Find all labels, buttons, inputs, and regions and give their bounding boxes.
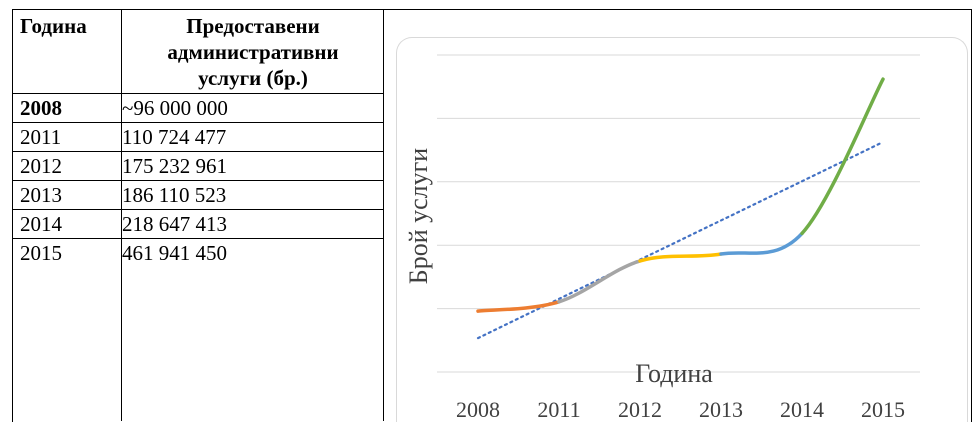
header-services-line: Предоставени	[186, 14, 320, 38]
series-segment	[638, 252, 723, 263]
row-year: 2014	[20, 212, 62, 236]
x-tick-label: 2015	[861, 397, 905, 421]
table-row: 2014 218 647 413	[12, 210, 384, 239]
table-row: 2008 ~96 000 000	[12, 94, 384, 123]
y-axis-title: Брой услуги	[404, 148, 433, 285]
series-segment	[476, 300, 561, 313]
column-separator	[383, 9, 384, 421]
x-tick-label: 2014	[780, 397, 824, 421]
row-value: 175 232 961	[122, 154, 227, 178]
x-axis-title: Година	[635, 359, 713, 388]
header-services-line: административни	[167, 40, 339, 64]
row-value: 110 724 477	[122, 125, 227, 149]
chart-container	[396, 37, 968, 422]
series-segment	[800, 77, 885, 236]
header-services-line: услуги (бр.)	[198, 66, 308, 90]
table-row: 2013 186 110 523	[12, 181, 384, 210]
x-tick-label: 2011	[537, 397, 580, 421]
table-column-divider	[121, 9, 122, 421]
row-value: 461 941 450	[122, 241, 227, 265]
table-row: 2015 461 941 450	[12, 239, 384, 267]
table-row: 2012 175 232 961	[12, 152, 384, 181]
x-tick-label: 2008	[456, 397, 500, 421]
table-header-row: Година Предоставени административни услу…	[12, 9, 384, 94]
document-frame	[12, 9, 972, 422]
x-tick-label: 2013	[699, 397, 743, 421]
table-row: 2011 110 724 477	[12, 123, 384, 152]
chart-gridlines	[437, 54, 920, 373]
header-year: Година	[20, 14, 87, 38]
row-year: 2013	[20, 183, 62, 207]
row-value: 186 110 523	[122, 183, 227, 207]
x-tick-label: 2012	[618, 397, 662, 421]
row-year: 2015	[20, 241, 62, 265]
row-value: 218 647 413	[122, 212, 227, 236]
row-year: 2012	[20, 154, 62, 178]
series-segment	[719, 231, 804, 256]
header-services: Предоставени административни услуги (бр.…	[124, 13, 382, 91]
series-segment	[557, 259, 642, 304]
chart-series	[476, 77, 885, 313]
row-year: 2011	[20, 125, 62, 149]
row-value: ~96 000 000	[122, 96, 228, 120]
x-axis-ticks: 2008 2011 2012 2013 2014 2015	[456, 397, 905, 421]
row-year: 2008	[20, 96, 62, 120]
